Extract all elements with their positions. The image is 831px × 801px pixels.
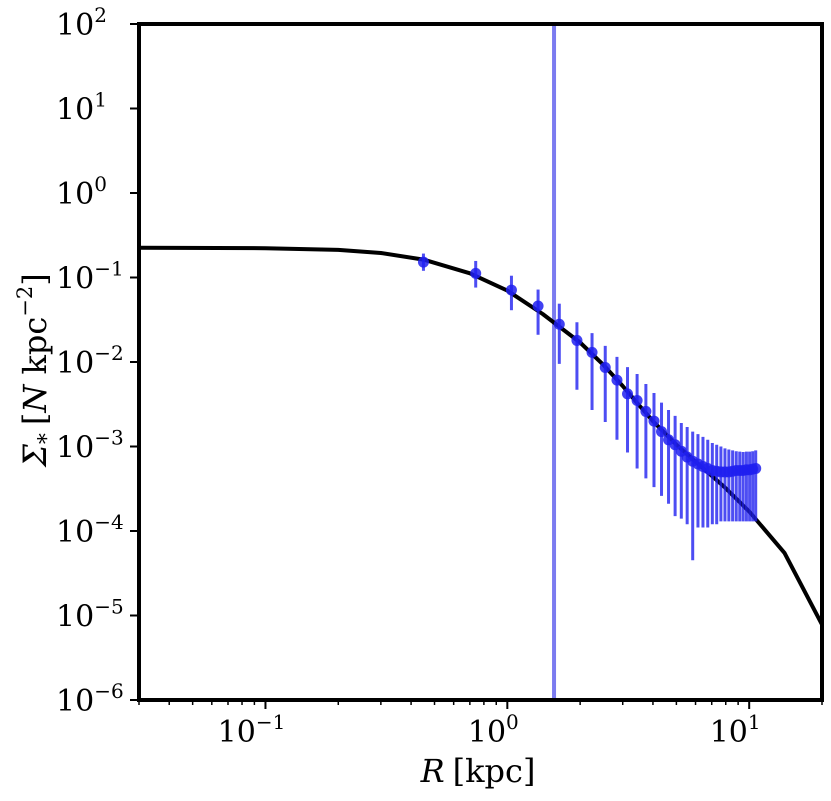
data-point — [663, 410, 675, 504]
y-tick-exponent: 0 — [94, 172, 107, 196]
y-tick-label: 10−4 — [56, 510, 124, 550]
y-tick-exponent: 1 — [94, 88, 107, 112]
y-tick-exponent: 2 — [94, 3, 107, 27]
data-point — [656, 402, 668, 496]
x-tick-base: 10 — [710, 715, 748, 750]
marker — [640, 405, 652, 417]
marker — [505, 284, 517, 296]
data-point — [532, 289, 544, 335]
y-tick-base: 10 — [56, 177, 94, 212]
y-tick-exponent: −6 — [94, 679, 123, 703]
marker — [599, 362, 611, 374]
data-point — [648, 392, 660, 488]
x-axis-unit: [kpc] — [453, 752, 536, 790]
y-axis-bracket-open: [ — [16, 413, 54, 425]
data-point — [599, 345, 611, 422]
y-tick-base: 10 — [56, 515, 94, 550]
y-tick-base: 10 — [56, 431, 94, 466]
data-point — [681, 427, 693, 525]
y-axis-label: Σ* [N kpc−2] — [13, 273, 60, 468]
x-axis-symbol: R — [420, 752, 445, 790]
y-axis-unit-var: N — [16, 384, 54, 414]
data-point — [622, 367, 634, 453]
y-tick-base: 10 — [56, 8, 94, 43]
marker — [571, 334, 583, 346]
y-tick-base: 10 — [56, 346, 94, 381]
data-point — [640, 383, 652, 479]
y-tick-exponent: −3 — [94, 426, 123, 450]
data-point — [669, 415, 681, 517]
marker — [622, 388, 634, 400]
plot-frame — [137, 22, 824, 702]
y-tick-exponent: −4 — [94, 510, 123, 534]
data-point — [505, 275, 517, 311]
data-point — [631, 374, 643, 469]
x-tick-exponent: 1 — [748, 710, 761, 734]
x-tick-base: 10 — [218, 715, 256, 750]
data-point — [675, 422, 687, 519]
x-tick-exponent: 0 — [506, 710, 519, 734]
marker — [532, 300, 544, 312]
y-tick-label: 10−6 — [56, 679, 124, 719]
data-point — [750, 450, 762, 522]
marker — [470, 267, 482, 279]
y-axis-unit-exp: −2 — [13, 286, 37, 317]
y-axis-unit-text: kpc — [16, 317, 54, 385]
y-tick-label: 10−5 — [56, 595, 124, 635]
marker — [417, 256, 429, 268]
marker — [611, 374, 623, 386]
x-axis-label: R [kpc] — [420, 752, 536, 790]
y-tick-exponent: −5 — [94, 595, 123, 619]
marker — [631, 395, 643, 407]
marker — [648, 415, 660, 427]
y-tick-label: 102 — [56, 3, 107, 43]
ticks-layer: 10−1 100 10110210110010−110−210−310−410−51… — [56, 3, 823, 750]
y-tick-base: 10 — [56, 262, 94, 297]
x-tick-exponent: −1 — [256, 710, 285, 734]
y-tick-base: 10 — [56, 684, 94, 719]
marker — [750, 462, 762, 474]
model-curve — [138, 245, 824, 626]
y-tick-base: 10 — [56, 600, 94, 635]
data-point — [417, 253, 429, 271]
data-point — [571, 322, 583, 390]
y-axis-subscript: * — [35, 433, 60, 444]
x-tick-base: 10 — [468, 715, 506, 750]
marker — [553, 318, 565, 330]
data-point — [586, 333, 598, 411]
x-tick-label: 101 — [710, 710, 761, 750]
data-point — [611, 356, 623, 440]
x-tick-label: 10−1 — [218, 710, 286, 750]
y-tick-exponent: −1 — [94, 257, 123, 281]
y-tick-label: 10−1 — [56, 257, 124, 297]
y-tick-label: 100 — [56, 172, 107, 212]
y-tick-label: 10−3 — [56, 426, 124, 466]
data-points-layer — [417, 253, 762, 561]
y-axis-bracket-close: ] — [16, 273, 54, 285]
model-curve-layer — [138, 245, 824, 626]
y-tick-label: 101 — [56, 88, 107, 128]
y-tick-base: 10 — [56, 93, 94, 128]
data-point — [470, 260, 482, 288]
x-tick-label: 100 — [468, 710, 519, 750]
marker — [586, 346, 598, 358]
y-axis-symbol: Σ — [16, 444, 54, 468]
data-point — [553, 303, 565, 364]
y-tick-exponent: −2 — [94, 341, 123, 365]
marker — [656, 426, 668, 438]
y-tick-label: 10−2 — [56, 341, 124, 381]
